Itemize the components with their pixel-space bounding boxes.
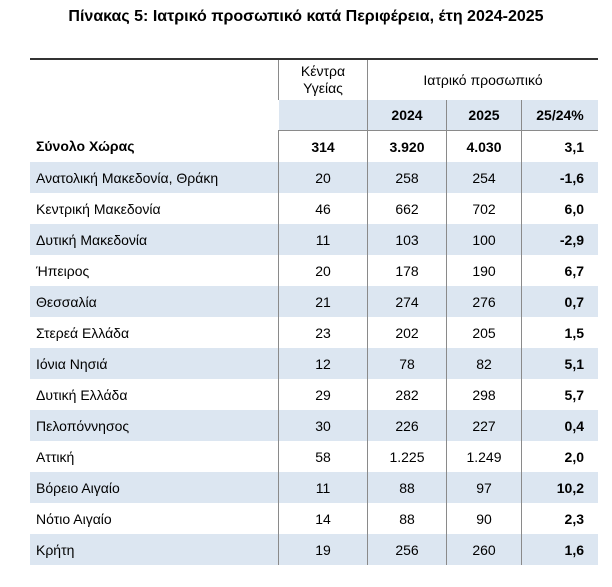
region: Κεντρική Μακεδονία (36, 200, 161, 217)
region: Πελοπόννησος (30, 410, 279, 441)
centers: 20 (278, 162, 368, 193)
staff-2024: 274 (367, 286, 447, 317)
centers: 46 (278, 193, 368, 224)
data-table: Κέντρα Υγείας Ιατρικό προσωπικό 2024 202… (30, 58, 598, 565)
centers: 20 (278, 255, 368, 286)
region: Θεσσαλία (30, 286, 279, 317)
region: Δυτική Μακεδονία (30, 224, 279, 255)
staff-2025: 702 (446, 193, 522, 224)
header-change: 25/24% (521, 100, 598, 131)
table-row: Ιόνια Νησιά 12 78 82 5,1 (30, 348, 598, 379)
header-year: 2024 (367, 100, 447, 131)
staff-2024: 226 (367, 410, 447, 441)
region: Ιόνια Νησιά (30, 348, 279, 379)
change: -1,6 (521, 162, 598, 193)
table-row: Βόρειο Αιγαίο 11 88 97 10,2 (30, 472, 598, 503)
region: Ανατολική Μακεδονία, Θράκη (30, 162, 279, 193)
centers: 19 (278, 534, 368, 565)
staff-2025: 97 (446, 472, 522, 503)
table-title: Πίνακας 5: Ιατρικό προσωπικό κατά Περιφέ… (68, 8, 544, 25)
change: 1,5 (521, 317, 598, 348)
region: Βόρειο Αιγαίο (30, 472, 279, 503)
staff-2025: 254 (446, 162, 522, 193)
staff-2025: 82 (446, 348, 522, 379)
table-row: Ήπειρος 20 178 190 6,7 (30, 255, 598, 286)
staff-2024: 256 (367, 534, 447, 565)
staff-2025: 227 (446, 410, 522, 441)
change: 3,1 (521, 130, 598, 162)
staff-2024: 3.920 (367, 130, 447, 162)
table-row: Σύνολο Χώρας 314 3.920 4.030 3,1 (30, 130, 598, 162)
centers: 11 (278, 472, 368, 503)
header-centers-sub (278, 100, 368, 131)
centers: 23 (278, 317, 368, 348)
table-row: Κρήτη 19 256 260 1,6 (30, 534, 598, 565)
staff-2024: 202 (367, 317, 447, 348)
staff-2024: 88 (367, 503, 447, 534)
staff-2025: 100 (446, 224, 522, 255)
staff-2024: 1.225 (367, 441, 447, 472)
staff-2024: 282 (367, 379, 447, 410)
staff-2025: 260 (446, 534, 522, 565)
table-row: Κεντρική Μακεδονία 46 662 702 6,0 (30, 193, 598, 224)
region: Σύνολο Χώρας (36, 138, 135, 155)
staff-2025: 298 (446, 379, 522, 410)
region: Δυτική Ελλάδα (36, 386, 128, 403)
region: Κρήτη (30, 534, 279, 565)
staff-2025: 205 (446, 317, 522, 348)
change: 6,0 (521, 193, 598, 224)
header-blank (30, 58, 279, 131)
table-row: Δυτική Ελλάδα 29 282 298 5,7 (30, 379, 598, 410)
table-row: Αττική 58 1.225 1.249 2,0 (30, 441, 598, 472)
header-centers: Κέντρα Υγείας (278, 58, 368, 100)
centers: 29 (278, 379, 368, 410)
table-body: Σύνολο Χώρας 314 3.920 4.030 3,1 Ανατολική Μα… (30, 130, 598, 565)
centers: 11 (278, 224, 368, 255)
centers: 58 (278, 441, 368, 472)
change: 1,6 (521, 534, 598, 565)
staff-2025: 4.030 (446, 130, 522, 162)
change: 0,7 (521, 286, 598, 317)
table-row: Πελοπόννησος 30 226 227 0,4 (30, 410, 598, 441)
change: 5,1 (521, 348, 598, 379)
table-row: Δυτική Μακεδονία 11 103 100 -2,9 (30, 224, 598, 255)
centers: 21 (278, 286, 368, 317)
change: 2,0 (521, 441, 598, 472)
change: 0,4 (521, 410, 598, 441)
staff-2024: 78 (367, 348, 447, 379)
centers: 14 (278, 503, 368, 534)
staff-2024: 178 (367, 255, 447, 286)
change: 5,7 (521, 379, 598, 410)
header-staff: Ιατρικό προσωπικό (367, 58, 598, 100)
staff-2024: 258 (367, 162, 447, 193)
change: 6,7 (521, 255, 598, 286)
region: Νότιο Αιγαίο (36, 510, 112, 527)
region: Αττική (36, 448, 75, 465)
staff-2024: 88 (367, 472, 447, 503)
staff-2024: 103 (367, 224, 447, 255)
region: Στερεά Ελλάδα (36, 324, 130, 341)
staff-2025: 190 (446, 255, 522, 286)
table-row: Νότιο Αιγαίο 14 88 90 2,3 (30, 503, 598, 534)
change: 2,3 (521, 503, 598, 534)
staff-2025: 276 (446, 286, 522, 317)
centers: 30 (278, 410, 368, 441)
table-row: Θεσσαλία 21 274 276 0,7 (30, 286, 598, 317)
header-year: 2025 (446, 100, 522, 131)
staff-2025: 1.249 (446, 441, 522, 472)
table-row: Ανατολική Μακεδονία, Θράκη 20 258 254 -1,6 (30, 162, 598, 193)
change: -2,9 (521, 224, 598, 255)
region: Ήπειρος (36, 262, 90, 279)
change: 10,2 (521, 472, 598, 503)
centers: 314 (278, 130, 368, 162)
table-row: Στερεά Ελλάδα 23 202 205 1,5 (30, 317, 598, 348)
staff-2025: 90 (446, 503, 522, 534)
staff-2024: 662 (367, 193, 447, 224)
centers: 12 (278, 348, 368, 379)
